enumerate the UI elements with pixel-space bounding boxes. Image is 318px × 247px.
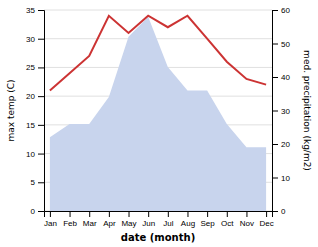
x-axis-line xyxy=(45,212,273,218)
precipitation-area xyxy=(50,17,266,211)
y2-axis-line xyxy=(273,11,279,212)
y2-tick-label: 40 xyxy=(281,73,290,82)
y-tick: 0 xyxy=(31,207,44,216)
x-tick-label: Nov xyxy=(240,219,254,228)
y-tick-mark xyxy=(38,154,44,155)
y-tick-label: 30 xyxy=(26,35,35,44)
x-tick-mark xyxy=(89,211,90,217)
x-tick-mark xyxy=(227,211,228,217)
x-tick-mark xyxy=(246,211,247,217)
y2-tick-mark xyxy=(272,111,278,112)
x-tick-mark xyxy=(148,211,149,217)
y-tick-label: 20 xyxy=(26,92,35,101)
grid-line xyxy=(44,10,272,11)
y-tick-label: 15 xyxy=(26,121,35,130)
x-tick-mark xyxy=(109,211,110,217)
y-tick: 35 xyxy=(26,6,44,15)
x-tick-label: Aug xyxy=(181,219,195,228)
y-tick-mark xyxy=(38,211,44,212)
y2-tick: 20 xyxy=(272,140,290,149)
y-tick-mark xyxy=(38,10,44,11)
x-tick: Jan xyxy=(44,211,57,228)
y2-tick: 40 xyxy=(272,73,290,82)
x-tick: Nov xyxy=(240,211,254,228)
x-tick-mark xyxy=(266,211,267,217)
y-tick: 15 xyxy=(26,121,44,130)
x-tick: May xyxy=(121,211,136,228)
y-axis-line xyxy=(38,11,45,212)
x-tick-mark xyxy=(168,211,169,217)
x-tick: Dec xyxy=(259,211,273,228)
y-axis-title: max temp (C) xyxy=(6,79,16,141)
x-tick-mark xyxy=(207,211,208,217)
y2-tick-label: 30 xyxy=(281,107,290,116)
y2-tick: 30 xyxy=(272,107,290,116)
y-tick: 30 xyxy=(26,35,44,44)
y2-tick-mark xyxy=(272,44,278,45)
x-tick-label: Jun xyxy=(142,219,155,228)
y-tick-label: 10 xyxy=(26,150,35,159)
y2-tick-mark xyxy=(272,77,278,78)
y-tick-label: 25 xyxy=(26,63,35,72)
y2-tick-mark xyxy=(272,10,278,11)
y2-axis-title: med. precipitation (kg/m2) xyxy=(302,50,312,171)
x-tick: Feb xyxy=(63,211,77,228)
x-tick-mark xyxy=(70,211,71,217)
x-tick: Mar xyxy=(83,211,97,228)
y2-tick: 50 xyxy=(272,40,290,49)
y2-tick-mark xyxy=(272,178,278,179)
y2-tick-label: 20 xyxy=(281,140,290,149)
x-tick-mark xyxy=(187,211,188,217)
x-tick-label: Mar xyxy=(83,219,97,228)
y-tick: 20 xyxy=(26,92,44,101)
chart: Jan Feb Mar Apr May Jun Jul Aug Sep Oct Nov Dec 0 5 10… xyxy=(0,0,318,247)
y2-tick-label: 60 xyxy=(281,6,290,15)
y-axis: 0 5 10 15 20 25 30 35 xyxy=(26,6,44,216)
y-tick-mark xyxy=(38,39,44,40)
y2-tick-label: 0 xyxy=(281,207,286,216)
y2-tick: 60 xyxy=(272,6,290,15)
x-tick: Aug xyxy=(181,211,195,228)
grid-line xyxy=(44,38,272,39)
y2-tick-mark xyxy=(272,144,278,145)
y-tick: 10 xyxy=(26,150,44,159)
x-tick: Jun xyxy=(142,211,155,228)
y-tick-mark xyxy=(38,182,44,183)
y2-axis: 0 10 20 30 40 50 60 xyxy=(272,6,290,216)
y-tick: 5 xyxy=(31,178,44,187)
x-tick-label: Sep xyxy=(201,219,216,228)
x-tick-label: Oct xyxy=(221,219,234,228)
y-tick-label: 5 xyxy=(31,178,36,187)
y-tick-label: 0 xyxy=(31,207,36,216)
x-axis: Jan Feb Mar Apr May Jun Jul Aug Sep Oct Nov Dec xyxy=(44,211,274,228)
x-tick: Oct xyxy=(221,211,234,228)
y2-tick-label: 50 xyxy=(281,40,290,49)
x-tick-label: Dec xyxy=(259,219,273,228)
plot-area xyxy=(50,16,266,211)
x-axis-title: date (month) xyxy=(121,232,195,243)
temperature-line xyxy=(50,16,266,91)
grid xyxy=(44,10,272,211)
x-tick-mark xyxy=(50,211,51,217)
x-tick-label: Apr xyxy=(103,219,116,228)
x-tick-mark xyxy=(129,211,130,217)
y-tick-label: 35 xyxy=(26,6,35,15)
x-tick-label: May xyxy=(121,219,136,228)
y-tick-mark xyxy=(38,125,44,126)
y-tick-mark xyxy=(38,67,44,68)
y-tick: 25 xyxy=(26,63,44,72)
y-tick-mark xyxy=(38,96,44,97)
x-tick: Apr xyxy=(103,211,116,228)
y2-tick-label: 10 xyxy=(281,174,290,183)
y2-tick: 10 xyxy=(272,174,290,183)
x-tick-label: Feb xyxy=(63,219,77,228)
y2-tick: 0 xyxy=(272,207,286,216)
x-tick: Sep xyxy=(201,211,216,228)
y2-tick-mark xyxy=(272,211,278,212)
x-tick-label: Jul xyxy=(163,219,173,228)
x-tick-label: Jan xyxy=(44,219,57,228)
x-tick: Jul xyxy=(163,211,173,228)
